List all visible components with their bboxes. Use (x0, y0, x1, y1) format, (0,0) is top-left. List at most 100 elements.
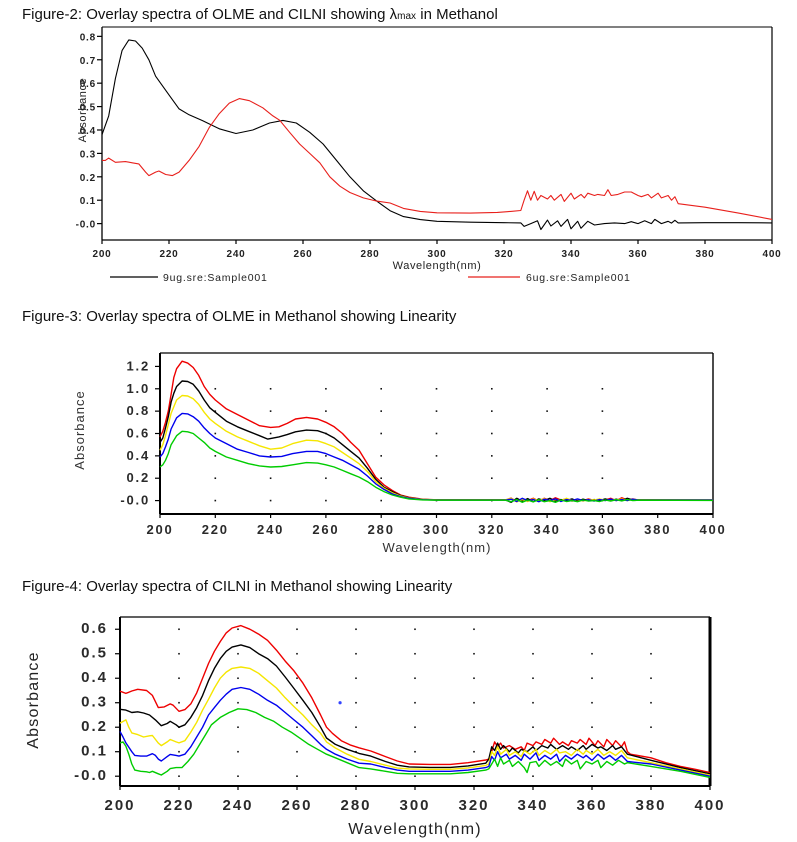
grid-dot (414, 750, 416, 753)
y-tick-label: -0.0 (76, 220, 96, 231)
y-tick-label: 0.5 (80, 103, 96, 114)
grid-dot (473, 726, 475, 729)
y-axis-title: Absorbance (77, 78, 89, 143)
grid-dot (269, 455, 272, 457)
grid-dot (325, 477, 327, 480)
x-tick-label: 400 (699, 522, 726, 537)
chart-1: 0.8 0.7 0.6 0.5 0.4 0.3 0.2 0.1 -0.0 200 220 240 260… (76, 26, 781, 284)
series-line-9ug-sre-sample001 (101, 39, 773, 231)
grid-dot (435, 477, 438, 480)
grid-dot (650, 628, 652, 631)
x-tick-label: 380 (644, 522, 671, 537)
x-tick-label: 260 (293, 249, 312, 260)
chart-2: 1.2 1.0 0.8 0.6 0.4 0.2 -0.0 200 220 240 260 280 300… (72, 352, 726, 555)
grid-dot (325, 499, 327, 502)
x-tick-label: 280 (368, 522, 395, 537)
grid-dot (414, 677, 416, 680)
grid-dot (237, 750, 239, 753)
grid-dot (591, 775, 593, 778)
x-tick-label: 340 (534, 522, 561, 537)
y-tick-label: 1.0 (127, 381, 150, 396)
grid-dot (650, 652, 652, 655)
grid-dot (532, 677, 534, 680)
x-tick-label: 400 (762, 249, 781, 260)
figure-2-caption: Figure-2: Overlay spectra of OLME and CI… (22, 6, 498, 23)
x-tick-label: 220 (163, 797, 194, 814)
grid-dot (650, 701, 652, 704)
grid-dot (591, 750, 593, 753)
grid-dot (355, 628, 357, 631)
grid-dot (414, 628, 416, 631)
grid-dot (650, 677, 652, 680)
grid-dot (296, 750, 298, 753)
y-axis-title: Absorbance (25, 651, 42, 748)
series-line-yellow (119, 666, 711, 776)
stray-marker-point (338, 701, 342, 705)
grid-dot (532, 628, 534, 631)
grid-dot (491, 432, 493, 435)
grid-dot (214, 477, 217, 480)
x-tick-label: 240 (222, 797, 253, 814)
grid-dot (178, 750, 180, 753)
grid-dot (269, 387, 272, 390)
x-tick-label: 340 (561, 249, 580, 260)
grid-dot (325, 387, 327, 390)
grid-dot (296, 775, 298, 778)
y-tick-label: 0.7 (80, 56, 96, 67)
grid-dot (414, 775, 416, 778)
grid-dot (435, 410, 438, 412)
x-tick-label: 220 (202, 522, 229, 537)
grid-dot (178, 775, 180, 778)
grid-dot (532, 652, 534, 655)
grid-dot (435, 432, 438, 435)
y-tick-label: 0.8 (80, 32, 96, 43)
grid-dot (491, 455, 493, 457)
legend-item: 9ug.sre:Sample001 (110, 272, 267, 284)
grid-dot (532, 701, 534, 704)
x-tick-label: 320 (494, 249, 513, 260)
y-tick-label: 0.4 (80, 126, 96, 137)
grid-dot (355, 726, 357, 729)
y-tick-label: 0.2 (81, 718, 108, 735)
x-tick-label: 260 (281, 797, 312, 814)
grid-dot (296, 701, 298, 704)
x-tick-label: 400 (694, 797, 725, 814)
grid-dot (591, 726, 593, 729)
grid-dot (380, 410, 382, 412)
x-tick-label: 360 (628, 249, 647, 260)
grid-dot (237, 775, 239, 778)
grid-dot (214, 455, 217, 457)
y-tick-label: 0.3 (80, 149, 96, 160)
grid-dot (546, 477, 548, 480)
x-tick-label: 220 (159, 249, 178, 260)
x-tick-label: 280 (340, 797, 371, 814)
grid-dot (435, 387, 438, 390)
grid-dot (355, 775, 357, 778)
grid-dot (546, 387, 548, 390)
y-tick-label: 0.1 (80, 196, 96, 207)
y-axis-title: Absorbance (72, 390, 87, 469)
grid-dot (325, 410, 327, 412)
y-tick-label: 0.5 (81, 645, 108, 662)
x-tick-label: 200 (146, 522, 173, 537)
grid-dot (601, 387, 604, 390)
grid-dot (435, 455, 438, 457)
grid-dot (325, 455, 327, 457)
grid-dot (380, 499, 382, 502)
grid-dot (473, 652, 475, 655)
legend: 9ug.sre:Sample001 6ug.sre:Sample001 (110, 272, 630, 284)
grid-dot (532, 775, 534, 778)
grid-dot (178, 628, 180, 631)
grid-dot (178, 701, 180, 704)
grid-dot (178, 652, 180, 655)
grid-dot (296, 677, 298, 680)
y-tick-label: -0.0 (74, 767, 108, 784)
grid-dot (546, 410, 548, 412)
figure-4-caption: Figure-4: Overlay spectra of CILNI in Me… (22, 578, 453, 595)
figure-2-caption-text: Figure-2: Overlay spectra of OLME and CI… (22, 6, 398, 23)
y-tick-label: 0.3 (81, 694, 108, 711)
grid-dot (414, 652, 416, 655)
grid-dot (296, 726, 298, 729)
series-line-green (159, 430, 714, 503)
y-tick-label: -0.0 (120, 493, 150, 508)
